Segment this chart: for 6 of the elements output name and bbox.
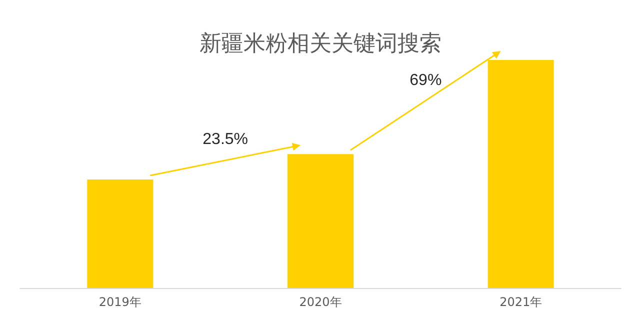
x-tick-label: 2021年	[500, 295, 542, 309]
x-tick-label: 2019年	[98, 295, 142, 309]
chart-title: 新疆米粉相关关键词搜索	[200, 32, 442, 56]
annotation: 23.5%	[202, 131, 248, 150]
annotation: 69%	[410, 72, 442, 90]
x-tick-label: 2020年	[299, 295, 342, 309]
